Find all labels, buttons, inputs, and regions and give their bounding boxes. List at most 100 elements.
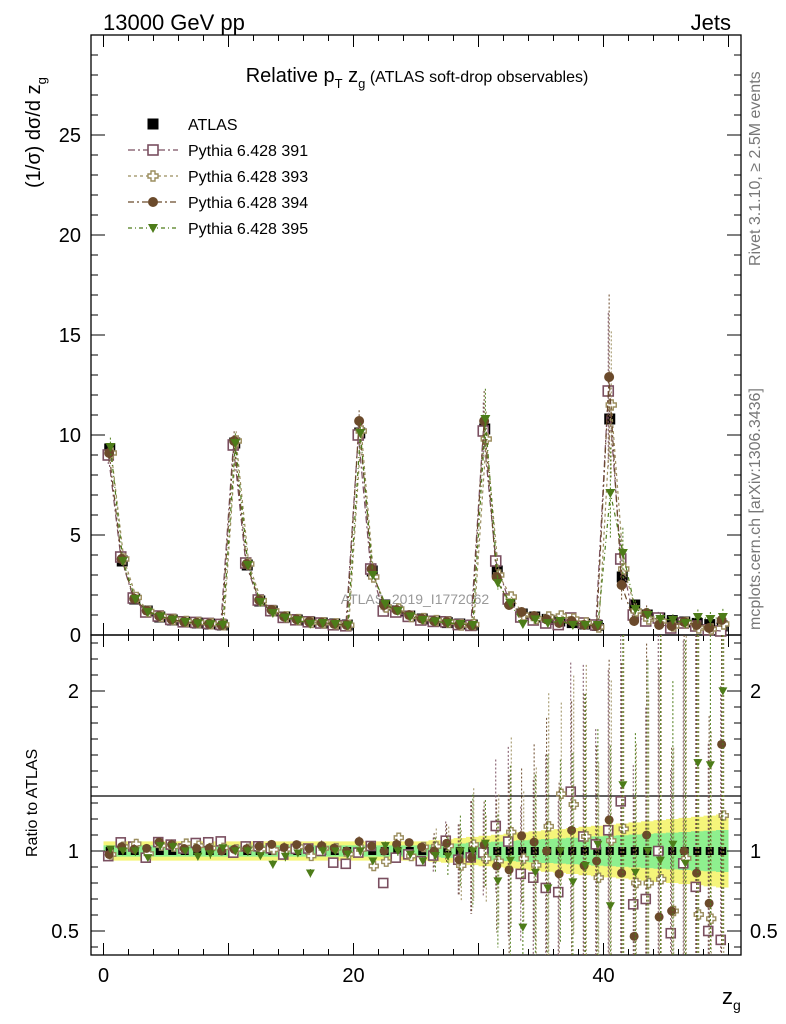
data-point: [180, 847, 190, 856]
data-point: [593, 847, 602, 855]
data-point: [630, 605, 641, 614]
ylabel-main: (1/σ) dσ/d z: [23, 84, 45, 188]
data-point: [630, 847, 639, 855]
x-tick-label: 0: [98, 965, 109, 987]
data-point: [492, 579, 503, 588]
data-point: [148, 197, 158, 207]
data-point: [606, 835, 617, 846]
header-left: 13000 GeV pp: [103, 10, 245, 35]
data-point: [643, 847, 653, 856]
x-tick-label: 40: [592, 965, 614, 987]
data-point: [192, 619, 203, 629]
data-point: [604, 815, 614, 825]
data-point: [481, 853, 492, 864]
data-point: [242, 561, 253, 570]
series-line: [109, 418, 723, 626]
ylabel-sub: g: [34, 77, 49, 84]
data-point: [529, 837, 539, 847]
data-point: [679, 846, 689, 856]
data-point: [618, 823, 629, 835]
data-point: [405, 850, 415, 859]
data-point: [392, 839, 402, 849]
data-point: [554, 869, 564, 879]
data-point: [255, 852, 265, 861]
data-point: [117, 557, 128, 566]
data-point: [718, 810, 729, 821]
data-point: [567, 621, 578, 630]
data-point: [518, 847, 527, 855]
ratio-tick-label-right: 0.5: [750, 921, 778, 943]
data-point: [318, 847, 328, 856]
data-point: [467, 852, 477, 862]
data-point: [702, 925, 714, 937]
data-point: [118, 847, 128, 856]
data-point: [668, 840, 678, 849]
data-point: [193, 852, 203, 861]
x-tick-label: 20: [342, 965, 364, 987]
data-point: [640, 893, 652, 905]
data-point: [205, 620, 216, 630]
data-point: [417, 616, 428, 625]
ratio-tick-label: 0.5: [51, 921, 79, 943]
data-point: [717, 739, 727, 749]
data-point: [643, 877, 654, 889]
data-point: [616, 571, 628, 583]
data-point: [254, 841, 264, 851]
data-point: [417, 842, 427, 852]
data-point: [581, 831, 592, 842]
data-point: [368, 857, 378, 866]
data-point: [552, 886, 564, 898]
data-point: [629, 931, 639, 941]
data-point: [456, 860, 467, 871]
data-point: [430, 851, 440, 861]
data-point: [568, 799, 579, 810]
data-point: [105, 845, 115, 854]
data-point: [368, 860, 379, 872]
data-point: [367, 571, 378, 580]
data-point: [604, 413, 616, 425]
rivet-label: Rivet 3.1.10, ≥ 2.5M events: [747, 71, 764, 266]
data-point: [543, 821, 554, 832]
data-point: [379, 846, 389, 856]
data-point: [592, 856, 602, 866]
data-point: [580, 861, 590, 871]
title-sub2: g: [358, 76, 365, 91]
data-point: [502, 836, 514, 847]
data-point: [618, 847, 627, 855]
data-point: [155, 612, 166, 622]
data-point: [505, 599, 516, 608]
title-tail: (ATLAS soft-drop observables): [365, 69, 588, 86]
data-point: [617, 549, 628, 558]
data-point: [404, 838, 414, 848]
data-point: [243, 847, 253, 856]
data-point: [655, 856, 665, 865]
data-point: [718, 687, 728, 696]
mcplots-label: mcplots.cern.ch [arXiv:1306.3436]: [747, 388, 764, 630]
legend-label: Pythia 6.428 395: [188, 221, 308, 238]
data-point: [148, 224, 158, 233]
data-point: [418, 857, 428, 866]
data-point: [580, 847, 589, 855]
y-tick-label: 25: [59, 125, 81, 147]
xlabel-main: z: [722, 984, 733, 1009]
data-point: [380, 600, 391, 609]
data-point: [130, 847, 140, 856]
data-point: [480, 415, 491, 424]
inner-band: [103, 830, 729, 872]
title-main: Relative p: [246, 65, 335, 87]
data-point: [505, 856, 515, 865]
data-point: [442, 619, 453, 628]
data-point: [468, 847, 478, 856]
series-0: [104, 413, 728, 855]
data-point: [492, 861, 502, 871]
data-point: [667, 616, 678, 625]
data-point: [580, 621, 591, 630]
data-point: [656, 874, 667, 885]
data-point: [304, 844, 314, 854]
data-point: [705, 761, 715, 770]
data-point: [205, 850, 215, 859]
data-point: [667, 906, 677, 916]
y-tick-label: 10: [59, 425, 81, 447]
data-point: [605, 399, 617, 411]
